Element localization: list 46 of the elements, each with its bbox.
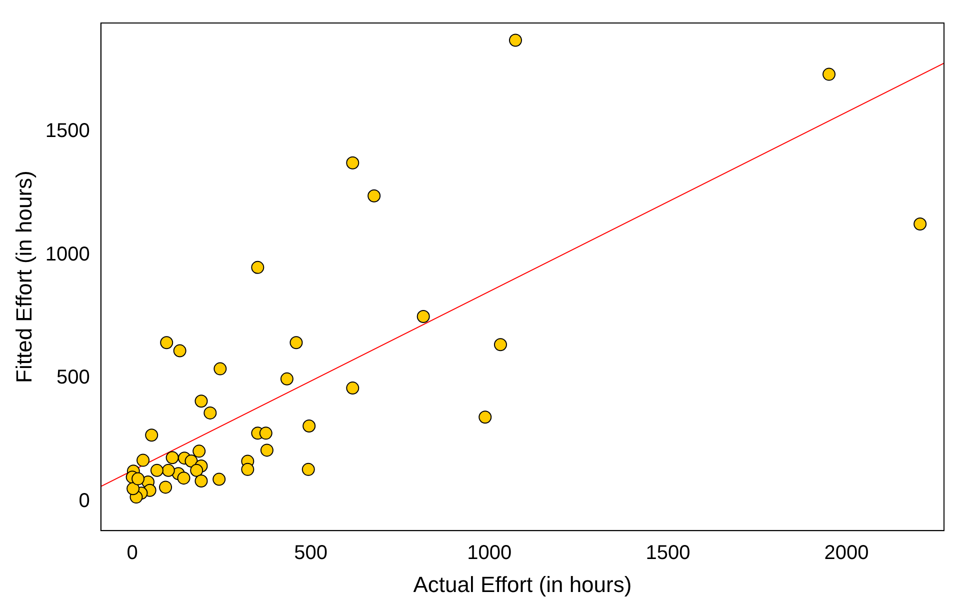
- point: [159, 480, 172, 494]
- x-tick-label: 0: [126, 542, 138, 564]
- point: [126, 482, 140, 496]
- y-axis-title: Fitted Effort (in hours): [11, 170, 36, 383]
- point: [192, 444, 206, 458]
- point: [150, 464, 164, 477]
- point: [173, 344, 186, 358]
- point: [508, 34, 522, 47]
- x-tick-label: 1000: [467, 542, 512, 564]
- point: [346, 156, 360, 170]
- point: [259, 426, 272, 440]
- point: [302, 462, 315, 476]
- point: [914, 218, 927, 231]
- y-tick-label: 1500: [45, 120, 90, 142]
- point: [260, 444, 274, 457]
- x-axis-title: Actual Effort (in hours): [413, 572, 632, 597]
- point: [478, 410, 492, 424]
- x-tick-label: 2000: [824, 542, 869, 564]
- point: [194, 474, 208, 488]
- point: [177, 472, 190, 485]
- point: [251, 260, 264, 274]
- y-tick-label: 0: [78, 490, 90, 512]
- point: [190, 464, 204, 477]
- point: [160, 336, 174, 350]
- y-tick-label: 1000: [45, 243, 90, 266]
- point: [162, 464, 175, 477]
- point: [346, 382, 360, 395]
- point: [132, 472, 145, 486]
- x-tick-label: 500: [294, 542, 328, 564]
- point: [212, 472, 226, 486]
- point: [416, 310, 430, 324]
- point: [204, 406, 217, 420]
- point: [290, 336, 303, 350]
- point: [302, 420, 316, 433]
- x-tick-label: 1500: [646, 542, 690, 564]
- point: [214, 362, 227, 376]
- point: [280, 372, 294, 386]
- point: [494, 338, 507, 352]
- point: [194, 394, 208, 408]
- point: [136, 454, 150, 467]
- point: [368, 189, 381, 202]
- point: [145, 428, 158, 442]
- point: [822, 68, 836, 81]
- point: [166, 451, 179, 464]
- y-tick-label: 500: [56, 366, 90, 389]
- point: [241, 462, 254, 476]
